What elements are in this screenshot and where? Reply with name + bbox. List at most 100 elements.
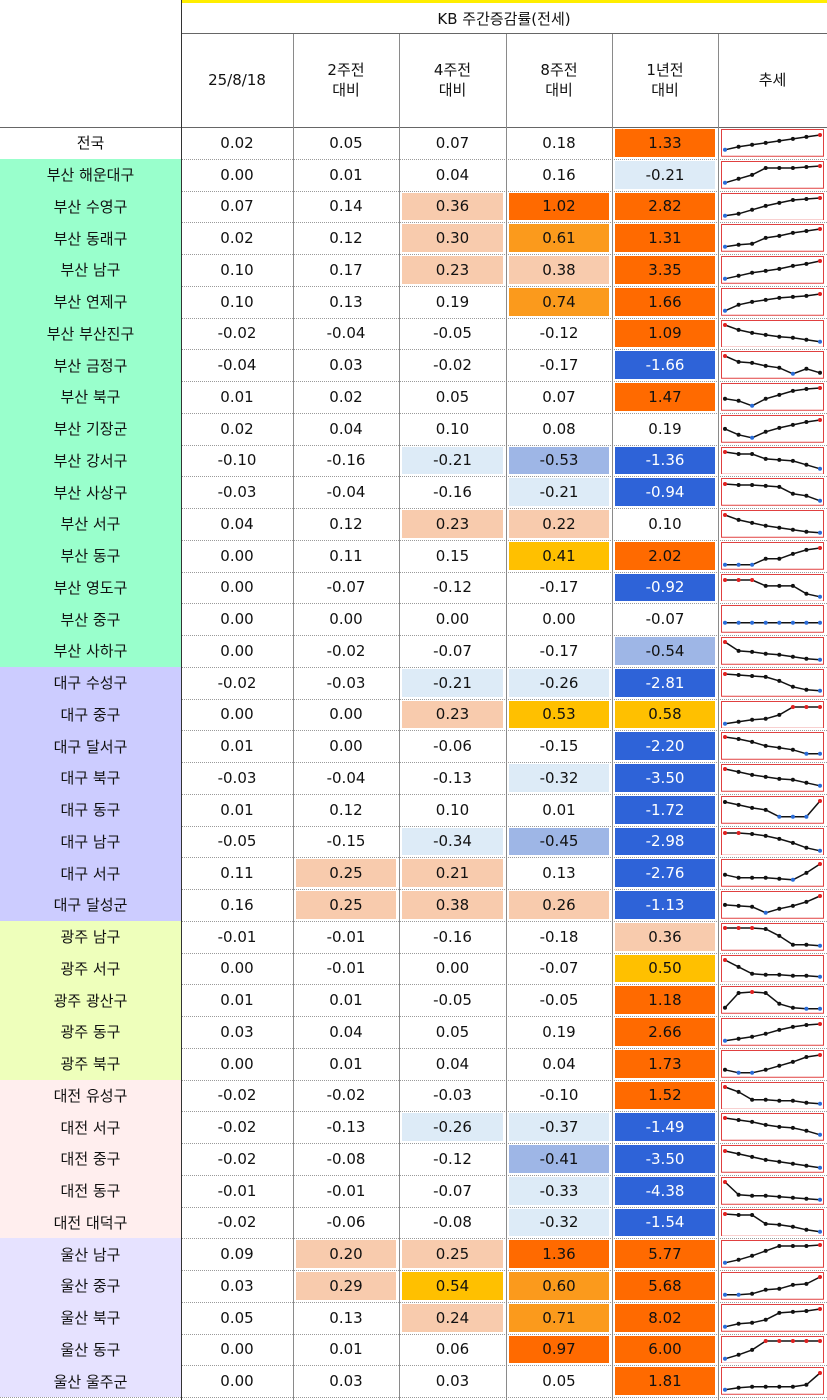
sparkline-point xyxy=(790,372,795,377)
value-cell-4w: -0.07 xyxy=(433,641,472,660)
value-cell-4w: -0.21 xyxy=(402,446,503,475)
row-divider xyxy=(0,571,827,573)
sparkline-point xyxy=(777,392,782,397)
col-header-trend: 추세 xyxy=(718,34,827,127)
sparkline-point xyxy=(804,621,809,626)
sparkline-point xyxy=(804,1196,809,1201)
sparkline-point xyxy=(818,227,822,232)
trend-sparkline xyxy=(721,700,824,729)
region-name: 대구 달성군 xyxy=(0,889,181,921)
value-cell-1y: -1.36 xyxy=(615,446,715,475)
value-cell-2w: -0.01 xyxy=(326,959,366,978)
sparkline-point xyxy=(790,1098,795,1103)
sparkline-point xyxy=(790,1309,795,1314)
sparkline-point xyxy=(818,848,822,853)
sparkline-point xyxy=(790,527,795,532)
sparkline-point xyxy=(723,735,727,740)
sparkline-point xyxy=(750,740,755,745)
col-header-8w-line1: 8주전 xyxy=(540,61,578,79)
sparkline-point xyxy=(790,1195,795,1200)
sparkline-line xyxy=(724,228,821,248)
value-cell-2w: -0.13 xyxy=(326,1118,366,1137)
sparkline-point xyxy=(750,299,755,304)
trend-sparkline xyxy=(721,414,824,443)
sparkline-point xyxy=(723,180,727,185)
trend-sparkline xyxy=(721,891,824,919)
value-cell-8w: -0.53 xyxy=(509,446,609,475)
value-cell-1y: 0.58 xyxy=(615,700,715,729)
sparkline-point xyxy=(736,327,741,332)
sparkline-frame xyxy=(721,1367,824,1395)
value-cell-4w: -0.26 xyxy=(402,1113,503,1141)
value-cell-1y: -0.92 xyxy=(615,573,715,602)
sparkline-point xyxy=(818,417,822,422)
sparkline-point xyxy=(804,1308,809,1313)
value-cell-2w: 0.03 xyxy=(329,1372,363,1391)
value-cell-4w: 0.00 xyxy=(435,610,470,629)
sparkline-point xyxy=(763,807,768,812)
sparkline-frame xyxy=(721,129,824,157)
sparkline-point xyxy=(723,721,727,726)
column-divider xyxy=(293,34,294,1400)
value-cell-2w: -0.03 xyxy=(326,673,366,692)
sparkline-point xyxy=(804,1007,809,1012)
sparkline-point xyxy=(723,767,727,771)
sparkline-frame xyxy=(721,605,824,633)
sparkline-point xyxy=(763,332,768,337)
value-cell-week: -0.03 xyxy=(217,483,257,502)
sparkline-line xyxy=(724,800,821,818)
row-divider xyxy=(0,190,827,192)
region-name: 대구 수성구 xyxy=(0,666,181,699)
sparkline-frame xyxy=(721,954,824,983)
sparkline-point xyxy=(777,1286,782,1291)
sparkline-point xyxy=(777,906,782,911)
sparkline-point xyxy=(790,136,795,141)
sparkline-point xyxy=(736,1151,741,1156)
sparkline-point xyxy=(818,1197,822,1202)
value-cell-week: -0.03 xyxy=(217,768,257,787)
sparkline-point xyxy=(818,163,822,168)
sparkline-point xyxy=(723,1179,727,1184)
sparkline-frame xyxy=(721,891,824,919)
sparkline-point xyxy=(723,308,727,313)
sparkline-point xyxy=(804,419,809,424)
sparkline-point xyxy=(790,197,795,202)
value-cell-2w: 0.14 xyxy=(329,197,363,216)
sparkline-point xyxy=(750,1070,755,1075)
col-header-4w-line1: 4주전 xyxy=(433,61,472,79)
sparkline-point xyxy=(804,134,809,139)
sparkline-point xyxy=(763,1287,768,1292)
sparkline-point xyxy=(790,903,795,908)
sparkline-point xyxy=(804,704,809,709)
sparkline-point xyxy=(736,1352,741,1357)
sparkline-frame xyxy=(721,1208,824,1237)
sparkline-point xyxy=(804,1023,809,1027)
trend-sparkline xyxy=(721,351,824,379)
value-cell-4w: 0.15 xyxy=(435,546,470,565)
value-cell-8w: 0.22 xyxy=(509,510,609,538)
value-cell-2w: 0.01 xyxy=(329,991,363,1010)
sparkline-point xyxy=(804,547,809,552)
sparkline-line xyxy=(724,736,820,755)
region-name: 대구 동구 xyxy=(0,793,181,826)
row-divider xyxy=(0,920,827,922)
value-cell-2w: -0.04 xyxy=(326,324,366,343)
sparkline-point xyxy=(790,458,795,463)
region-name: 대전 동구 xyxy=(0,1174,181,1207)
value-cell-1y: 2.66 xyxy=(615,1018,715,1046)
sparkline-point xyxy=(777,1063,782,1068)
region-name: 광주 동구 xyxy=(0,1016,181,1048)
sparkline-point xyxy=(723,354,727,359)
sparkline-point xyxy=(723,640,727,644)
value-cell-week: 0.03 xyxy=(220,1022,254,1041)
sparkline-point xyxy=(804,367,809,372)
sparkline-point xyxy=(750,1254,755,1259)
sparkline-point xyxy=(818,594,822,599)
sparkline-point xyxy=(790,231,795,236)
row-divider xyxy=(0,1333,827,1335)
sparkline-point xyxy=(804,229,809,234)
sparkline-point xyxy=(763,1385,768,1390)
sparkline-point xyxy=(818,466,822,471)
region-name: 부산 남구 xyxy=(0,254,181,286)
value-cell-8w: 0.60 xyxy=(509,1272,609,1300)
